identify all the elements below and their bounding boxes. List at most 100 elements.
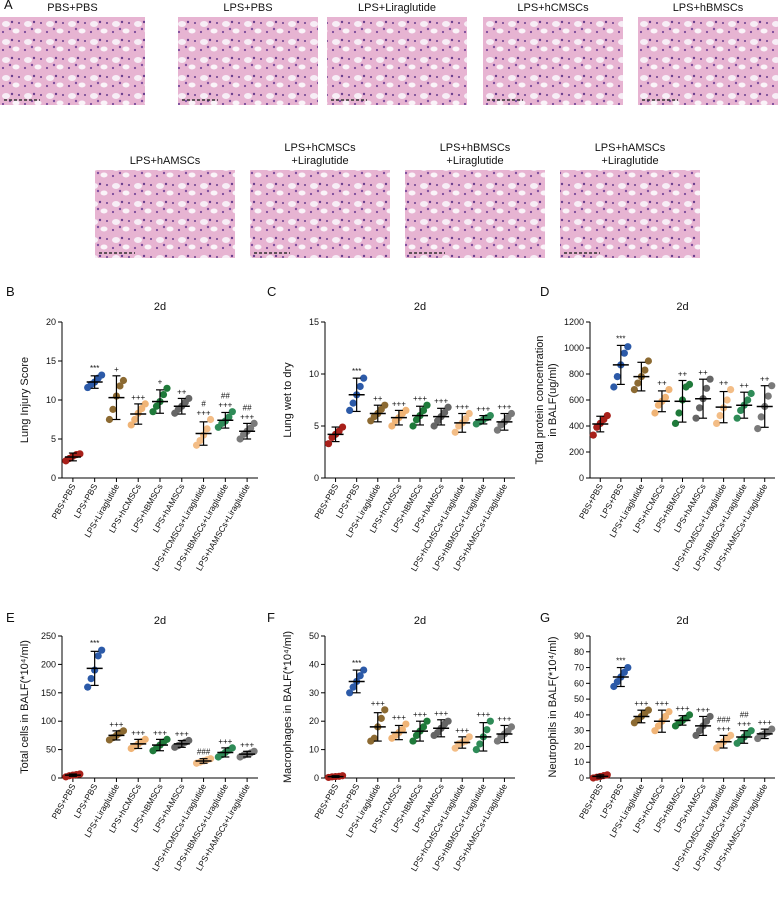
significance: ++ <box>657 379 667 388</box>
y-axis-label: Total cells in BALF(*10⁴/ml) <box>19 640 31 774</box>
significance: +++ <box>434 709 448 718</box>
data-point <box>388 422 396 430</box>
data-point <box>630 386 638 394</box>
y-axis-label: Lung Injury Score <box>19 357 31 443</box>
data-point <box>349 683 357 691</box>
data-point <box>644 706 652 714</box>
y-tick-label: 10 <box>574 757 584 767</box>
significance: +++ <box>497 403 511 412</box>
significance: +++ <box>455 403 469 412</box>
data-point <box>644 357 652 365</box>
data-point <box>225 413 233 421</box>
panel-label: G <box>540 610 550 625</box>
data-point <box>603 412 611 420</box>
data-point <box>493 426 502 434</box>
data-point <box>692 414 700 422</box>
histology-image <box>95 170 235 258</box>
y-tick-label: 800 <box>569 369 584 379</box>
data-point <box>462 415 470 423</box>
data-point <box>87 675 95 683</box>
significance: ++ <box>719 379 729 388</box>
data-point <box>402 406 410 414</box>
significance: *** <box>616 334 625 343</box>
data-point <box>675 409 683 417</box>
data-point <box>119 727 128 735</box>
significance: +++ <box>434 396 448 405</box>
data-point <box>356 672 364 680</box>
data-point <box>381 401 389 409</box>
significance: +++ <box>371 699 385 708</box>
y-tick-label: 10 <box>309 369 319 379</box>
significance: +++ <box>476 405 490 414</box>
panel-label: F <box>267 610 275 625</box>
data-point <box>476 740 484 748</box>
data-point <box>116 382 124 390</box>
y-tick-label: 50 <box>574 694 584 704</box>
data-point <box>727 386 735 394</box>
significance: +++ <box>131 728 145 737</box>
significance: +++ <box>240 740 254 749</box>
significance: +++ <box>240 412 254 421</box>
image-label: LPS+hCMSCs <box>284 142 356 154</box>
y-tick-label: 30 <box>574 726 584 736</box>
significance: +++ <box>153 728 167 737</box>
data-point <box>206 415 215 424</box>
y-tick-label: 20 <box>46 317 56 327</box>
data-point <box>610 383 618 391</box>
significance: ## <box>243 403 252 412</box>
data-point <box>338 423 347 431</box>
y-tick-label: 0 <box>314 473 319 483</box>
significance: +++ <box>131 393 145 402</box>
image-label: +Liraglutide <box>291 155 348 167</box>
data-point <box>105 415 114 424</box>
significance: +++ <box>717 724 731 733</box>
panel-label: E <box>6 610 15 625</box>
panel-label: D <box>540 284 549 299</box>
data-point <box>430 422 438 430</box>
y-tick-label: 15 <box>309 317 319 327</box>
significance: ++ <box>678 370 688 379</box>
image-label: LPS+Liraglutide <box>358 2 436 14</box>
data-point <box>507 723 516 731</box>
significance: +++ <box>634 699 648 708</box>
y-tick-label: 40 <box>309 659 319 669</box>
data-point <box>423 401 431 409</box>
data-point <box>465 733 473 741</box>
data-point <box>747 727 755 735</box>
significance: +++ <box>175 730 189 739</box>
data-point <box>119 376 128 385</box>
y-tick-label: 10 <box>309 745 319 755</box>
significance: +++ <box>392 713 406 722</box>
significance: *** <box>90 364 99 373</box>
y-tick-label: 70 <box>574 663 584 673</box>
data-point <box>661 393 670 401</box>
significance: + <box>158 377 163 386</box>
significance: ++ <box>177 387 187 396</box>
data-point <box>98 646 106 654</box>
image-label: +Liraglutide <box>601 155 658 167</box>
panel-label: A <box>4 0 13 12</box>
data-point <box>98 371 106 379</box>
data-point <box>196 436 204 445</box>
data-point <box>338 772 347 780</box>
data-point <box>764 392 772 400</box>
y-tick-label: 100 <box>41 716 56 726</box>
significance: ++ <box>698 368 708 377</box>
data-point <box>695 404 704 412</box>
data-point <box>356 382 364 391</box>
data-point <box>472 746 480 754</box>
y-tick-label: 0 <box>579 473 584 483</box>
data-point <box>754 425 762 433</box>
data-point <box>486 717 494 725</box>
data-point <box>360 666 368 674</box>
data-point <box>757 413 765 421</box>
significance: *** <box>616 657 625 666</box>
histology-image <box>560 170 700 258</box>
image-label: LPS+hBMSCs <box>440 142 511 154</box>
panel-label: C <box>267 284 276 299</box>
y-tick-label: 80 <box>574 647 584 657</box>
chart-title: 2d <box>676 301 688 313</box>
image-label: LPS+PBS <box>223 2 272 14</box>
significance: *** <box>352 367 361 376</box>
significance: +++ <box>455 726 469 735</box>
